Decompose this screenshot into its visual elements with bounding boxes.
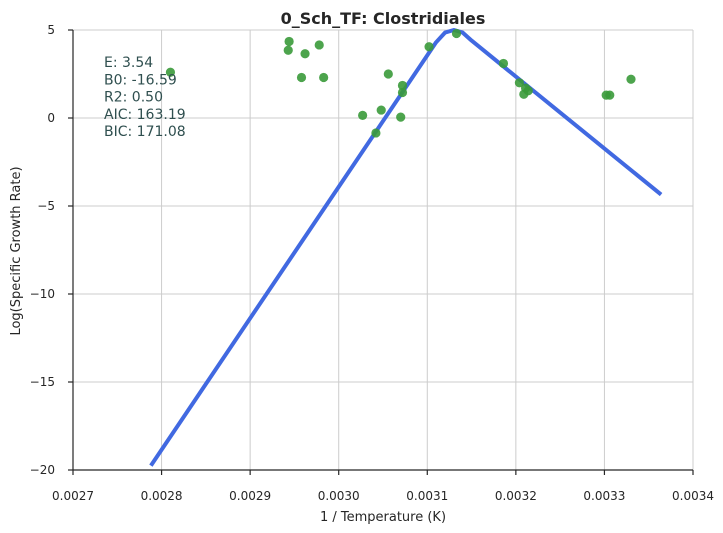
y-tick-label: −15 xyxy=(30,375,55,389)
data-point xyxy=(358,110,368,120)
data-point xyxy=(397,87,408,98)
x-tick-label: 0.0034 xyxy=(672,489,714,503)
data-point xyxy=(605,90,615,100)
x-tick-label: 0.0031 xyxy=(406,489,448,503)
data-point xyxy=(383,69,393,79)
data-point xyxy=(397,80,408,91)
axes-spines xyxy=(72,30,693,471)
x-tick-label: 0.0032 xyxy=(495,489,537,503)
x-axis-label: 1 / Temperature (K) xyxy=(320,510,446,525)
data-point xyxy=(514,78,525,88)
data-points xyxy=(165,28,636,138)
fit-statistic-label: BIC: 171.08 xyxy=(104,124,186,140)
y-axis-label: Log(Specific Growth Rate) xyxy=(9,166,24,335)
fit-statistic-label: AIC: 163.19 xyxy=(104,107,186,123)
y-tick-label: −5 xyxy=(37,199,55,213)
data-point xyxy=(498,58,509,69)
data-point xyxy=(300,49,310,59)
x-tick-label: 0.0028 xyxy=(141,489,183,503)
y-axis-ticks: 5 0 −5 −10 −15 −20 xyxy=(30,23,73,477)
grid xyxy=(73,29,694,471)
y-tick-label: −10 xyxy=(30,287,55,301)
fit-statistic-label: E: 3.54 xyxy=(104,55,153,71)
data-point xyxy=(296,72,307,83)
x-axis-ticks: 0.0027 0.0028 0.0029 0.0030 0.0031 0.0032 0.00… xyxy=(52,470,714,503)
fit-statistic-label: R2: 0.50 xyxy=(104,90,163,106)
data-point xyxy=(165,67,176,77)
data-point xyxy=(319,72,329,83)
x-tick-label: 0.0030 xyxy=(318,489,360,503)
x-tick-label: 0.0027 xyxy=(52,489,94,503)
data-point xyxy=(451,28,462,39)
data-point xyxy=(371,128,381,138)
data-point xyxy=(523,86,533,96)
data-point xyxy=(376,105,386,115)
y-tick-label: 0 xyxy=(47,111,55,125)
y-tick-label: 5 xyxy=(47,23,55,37)
data-point xyxy=(396,112,406,122)
x-tick-label: 0.0029 xyxy=(229,489,271,503)
data-point xyxy=(314,40,324,50)
fit-statistic-label: B0: -16.59 xyxy=(104,72,177,88)
y-tick-label: −20 xyxy=(30,463,55,477)
data-point xyxy=(284,36,294,47)
x-tick-label: 0.0033 xyxy=(583,489,625,503)
data-point xyxy=(424,42,434,52)
data-point xyxy=(283,45,293,55)
data-point xyxy=(626,74,636,84)
chart-title: 0_Sch_TF: Clostridiales xyxy=(281,9,486,28)
